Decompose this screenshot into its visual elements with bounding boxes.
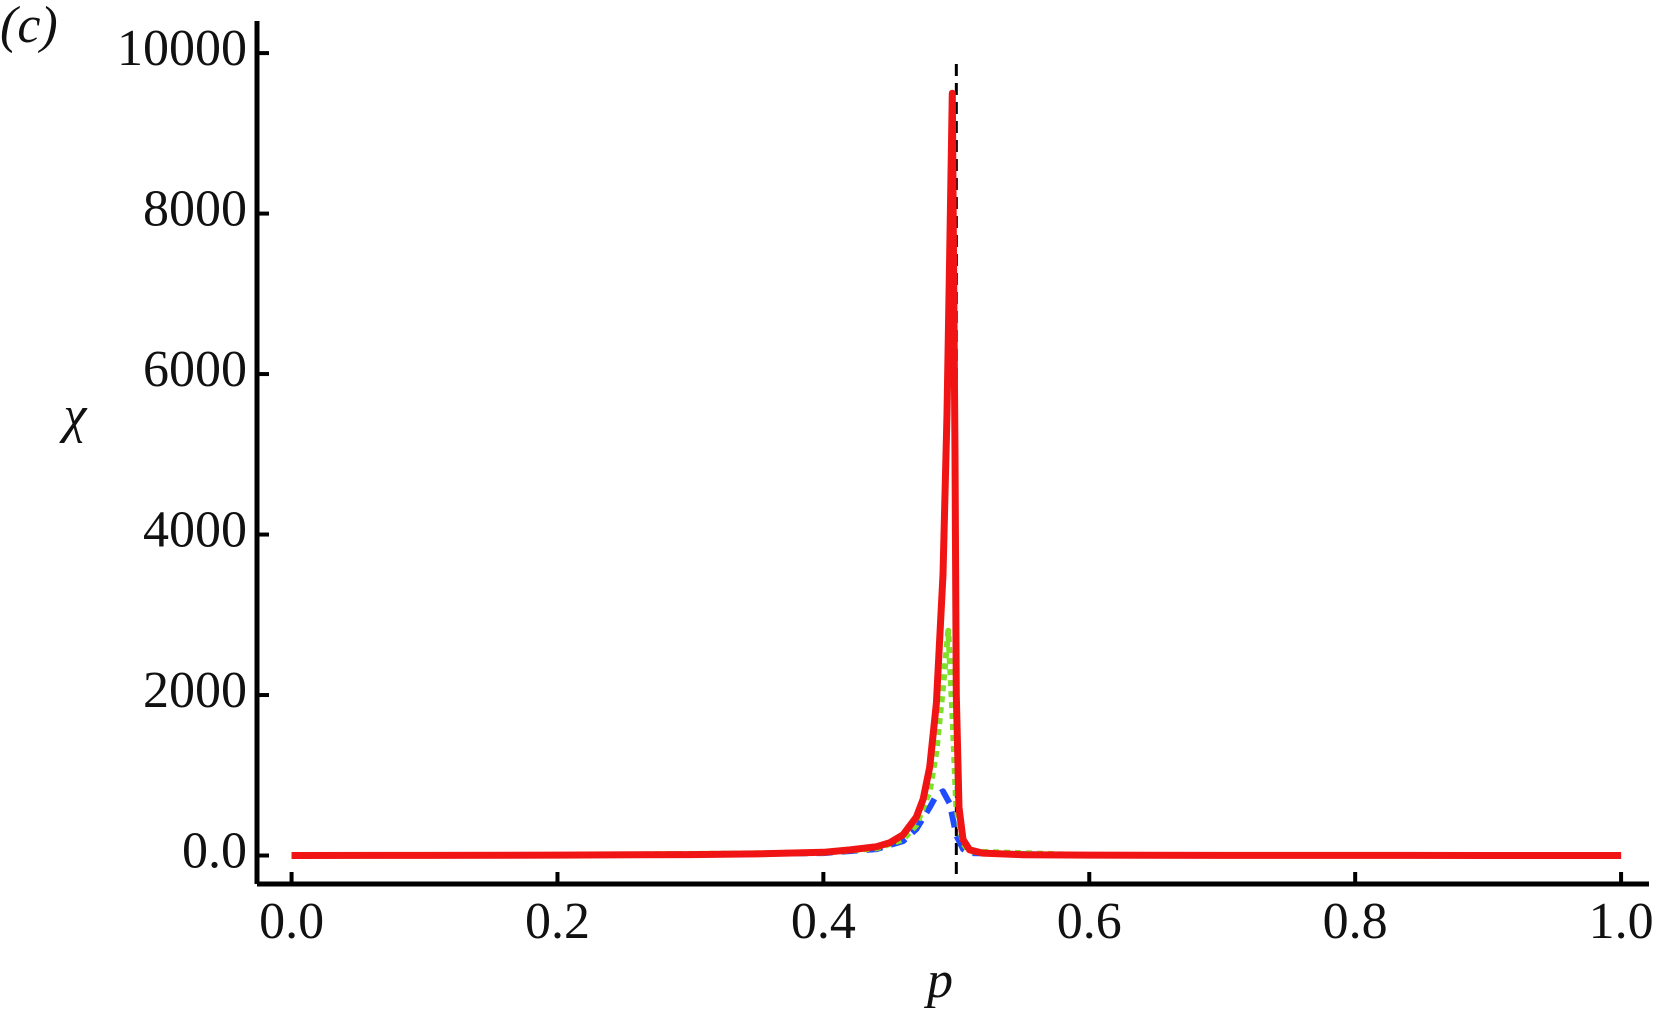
x-tick-label: 0.0 <box>259 893 324 950</box>
y-tick-label: 4000 <box>143 501 247 558</box>
x-axis-label: p <box>923 952 953 1009</box>
y-tick-label: 6000 <box>143 341 247 398</box>
y-tick-label: 8000 <box>143 181 247 238</box>
y-axis-label: χ <box>59 387 88 444</box>
series-line <box>291 89 1622 859</box>
y-tick-label: 10000 <box>117 20 247 77</box>
panel-label: (c) <box>0 0 58 54</box>
y-tick-label: 2000 <box>143 662 247 719</box>
y-tick-label: 0.0 <box>182 822 247 879</box>
x-tick-label: 0.8 <box>1323 893 1388 950</box>
x-tick-label: 0.2 <box>525 893 590 950</box>
x-tick-label: 0.4 <box>791 893 856 950</box>
x-tick-label: 1.0 <box>1589 893 1654 950</box>
x-tick-label: 0.6 <box>1057 893 1122 950</box>
